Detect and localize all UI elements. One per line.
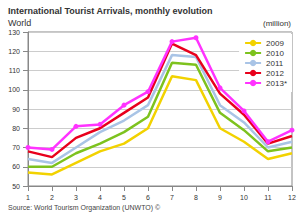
svg-text:12: 12 xyxy=(288,194,296,201)
svg-text:3: 3 xyxy=(74,194,78,201)
svg-text:50: 50 xyxy=(12,183,20,190)
svg-text:(million): (million) xyxy=(263,19,291,28)
svg-text:2: 2 xyxy=(50,194,54,201)
svg-text:11: 11 xyxy=(264,194,271,201)
svg-text:World: World xyxy=(8,18,31,28)
svg-text:2010: 2010 xyxy=(266,49,284,58)
svg-text:4: 4 xyxy=(98,194,102,201)
svg-text:60: 60 xyxy=(12,163,20,170)
svg-text:International Tourist Arrivals: International Tourist Arrivals, monthly … xyxy=(8,6,213,16)
svg-text:7: 7 xyxy=(170,194,174,201)
svg-text:8: 8 xyxy=(194,194,198,201)
svg-text:1: 1 xyxy=(26,194,30,201)
svg-text:80: 80 xyxy=(12,125,20,132)
svg-text:5: 5 xyxy=(122,194,126,201)
svg-text:70: 70 xyxy=(12,144,20,151)
svg-text:Source: World Tourism Organiza: Source: World Tourism Organization (UNWT… xyxy=(8,204,161,212)
svg-text:100: 100 xyxy=(8,86,20,93)
svg-text:90: 90 xyxy=(12,106,20,113)
svg-text:6: 6 xyxy=(146,194,150,201)
svg-text:130: 130 xyxy=(8,29,20,36)
svg-text:110: 110 xyxy=(9,67,20,74)
svg-text:10: 10 xyxy=(240,194,248,201)
svg-text:2012: 2012 xyxy=(266,69,284,78)
svg-text:120: 120 xyxy=(8,48,20,55)
svg-text:2013*: 2013* xyxy=(266,79,287,88)
svg-text:2011: 2011 xyxy=(266,59,284,68)
svg-text:9: 9 xyxy=(218,194,222,201)
svg-text:2009: 2009 xyxy=(266,39,284,48)
